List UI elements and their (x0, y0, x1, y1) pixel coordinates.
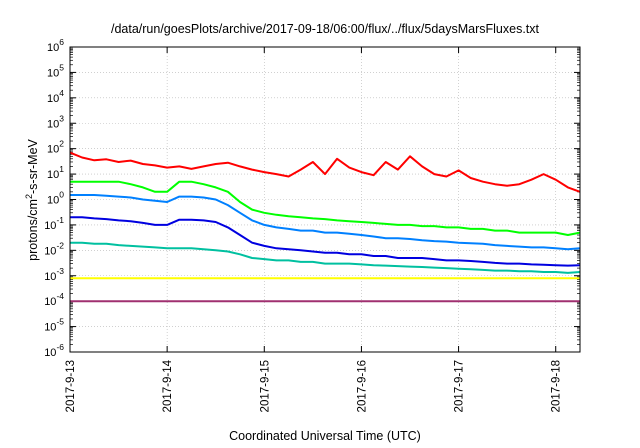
y-tick-label: 101 (47, 164, 64, 181)
y-tick-exp: 0 (59, 190, 64, 200)
y-tick-label: 100 (47, 190, 64, 207)
y-axis-label-base: protons/cm (26, 199, 40, 261)
y-tick-exp: 2 (59, 139, 64, 149)
y-tick-exp: 3 (59, 113, 64, 123)
y-tick-exp: -4 (56, 291, 64, 301)
y-tick-exp: -3 (56, 266, 64, 276)
y-tick-exp: 4 (59, 88, 64, 98)
series-line-5 (70, 241, 581, 274)
y-tick-label: 10-3 (44, 266, 64, 283)
y-tick-base: 10 (47, 118, 59, 130)
series-group (69, 151, 581, 303)
x-tick-label: 2017-9-17 (454, 360, 466, 412)
series-line-2 (70, 180, 581, 236)
y-tick-label: 10-2 (44, 240, 64, 257)
y-tick-base: 10 (44, 322, 56, 334)
y-tick-base: 10 (47, 67, 59, 79)
y-tick-exp: -5 (56, 317, 64, 327)
y-axis-label-sup: 2 (24, 194, 34, 199)
y-tick-base: 10 (44, 245, 56, 257)
plot-frame (69, 46, 581, 353)
y-axis-label-rest: -s-sr-MeV (26, 138, 40, 194)
y-tick-label: 10-6 (44, 342, 64, 359)
y-tick-exp: -2 (56, 240, 64, 250)
x-axis-label: Coordinated Universal Time (UTC) (229, 429, 421, 443)
series-line-3 (70, 194, 581, 251)
y-tick-label: 103 (47, 113, 64, 130)
x-tick-label: 2017-9-13 (65, 360, 77, 412)
series-line-1 (69, 151, 581, 193)
y-tick-base: 10 (47, 195, 59, 207)
y-tick-label: 105 (47, 62, 64, 79)
y-tick-base: 10 (44, 271, 56, 283)
y-tick-base: 10 (47, 144, 59, 156)
x-axis-ticks: 2017-9-13 2017-9-14 2017-9-15 2017-9-16 2017… (65, 47, 563, 412)
y-tick-base: 10 (44, 296, 56, 308)
y-tick-label: 10-4 (44, 291, 64, 308)
y-tick-label: 104 (47, 88, 64, 105)
y-tick-base: 10 (47, 42, 59, 54)
y-tick-base: 10 (47, 169, 59, 181)
series-line-4 (70, 216, 581, 267)
y-tick-label: 10-1 (44, 215, 64, 232)
y-tick-exp: -1 (56, 215, 64, 225)
x-tick-label: 2017-9-16 (356, 360, 368, 412)
y-tick-base: 10 (47, 93, 59, 105)
y-tick-exp: 1 (59, 164, 64, 174)
y-tick-label: 102 (47, 139, 64, 156)
y-axis-label: protons/cm2-s-sr-MeV (24, 138, 40, 260)
chart-title: /data/run/goesPlots/archive/2017-09-18/0… (111, 22, 540, 36)
x-tick-label: 2017-9-15 (259, 360, 271, 412)
x-tick-label: 2017-9-14 (162, 359, 174, 412)
y-tick-exp: -6 (56, 342, 64, 352)
y-tick-label: 10-5 (44, 317, 64, 334)
x-tick-label: 2017-9-18 (551, 360, 563, 412)
y-tick-base: 10 (44, 347, 56, 359)
y-tick-exp: 5 (59, 62, 64, 72)
y-tick-exp: 6 (59, 37, 64, 47)
y-tick-base: 10 (44, 220, 56, 232)
y-tick-label: 106 (47, 37, 64, 54)
y-axis-ticks: 10610510410310210110010-110-210-310-410-… (44, 37, 580, 359)
